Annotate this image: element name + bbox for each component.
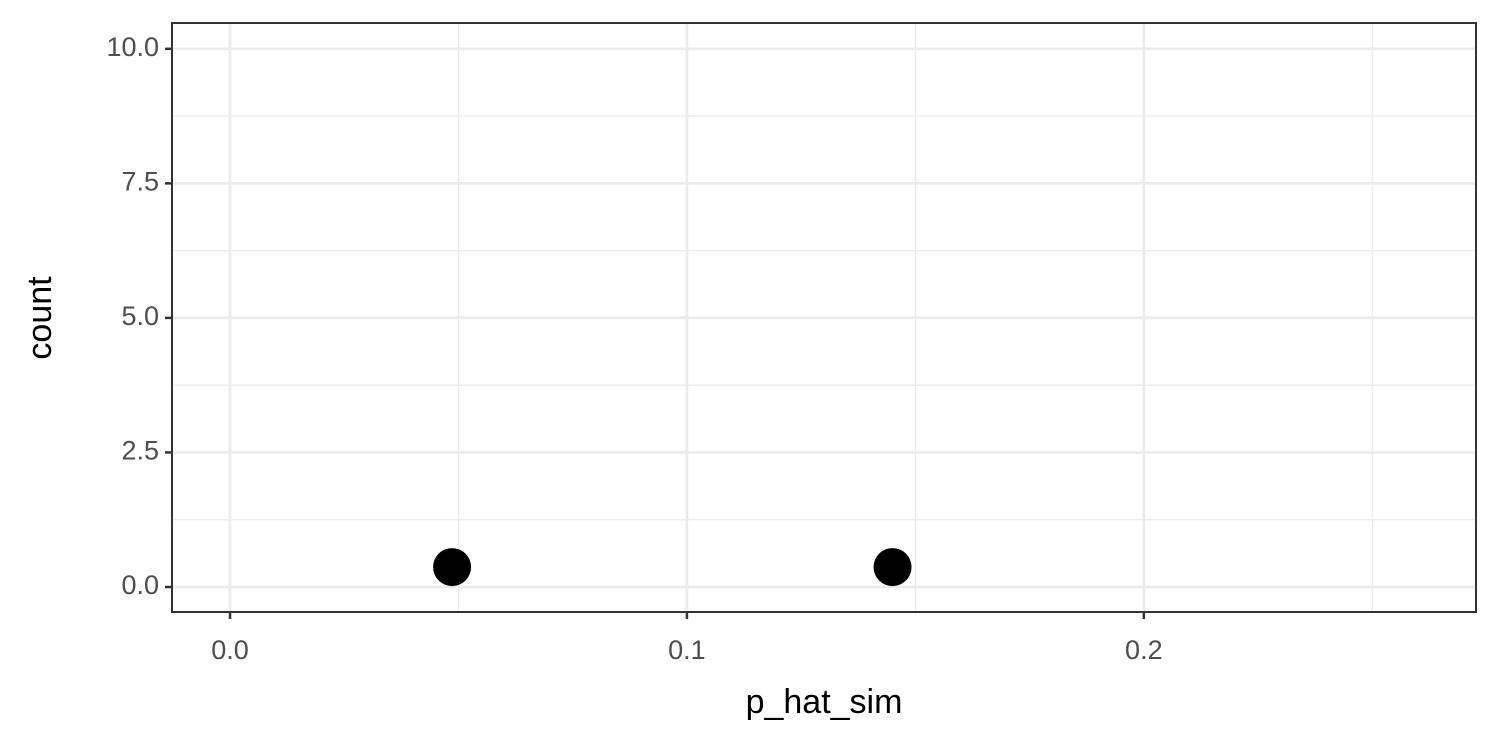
point [873, 548, 912, 587]
y-tick-label: 5.0 [121, 301, 159, 331]
point [433, 548, 472, 587]
x-tick-label: 0.1 [668, 635, 706, 665]
y-axis-title: count [21, 276, 59, 360]
y-tick-label: 10.0 [106, 32, 159, 62]
y-tick-label: 7.5 [121, 166, 159, 196]
x-tick-label: 0.0 [211, 635, 249, 665]
panel-border [171, 22, 1477, 613]
x-axis-title: p_hat_sim [746, 683, 903, 721]
x-tick-label: 0.2 [1125, 635, 1163, 665]
y-tick-label: 2.5 [121, 436, 159, 466]
y-tick-label: 0.0 [121, 570, 159, 600]
